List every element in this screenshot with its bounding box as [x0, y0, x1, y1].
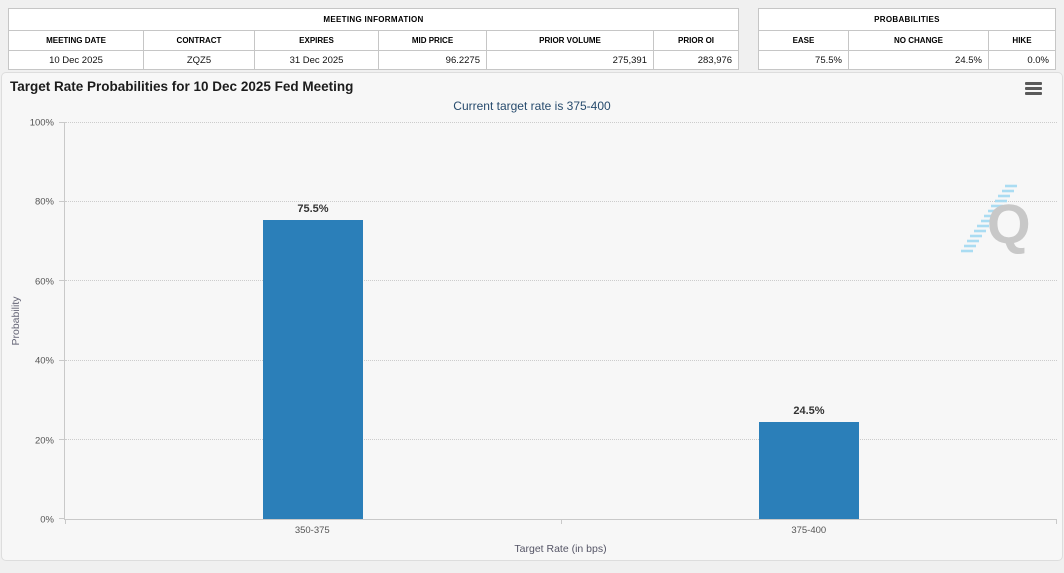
y-tick-label: 60%	[34, 276, 54, 288]
chart-subtitle: Current target rate is 375-400	[453, 99, 611, 113]
bar-value-label: 24.5%	[793, 404, 825, 417]
y-tick-label: 20%	[34, 435, 54, 447]
mid-price-value: 96.2275	[378, 50, 487, 70]
meeting-information-table: MEETING INFORMATION MEETING DATE CONTRAC…	[7, 8, 740, 70]
prior-volume-value: 275,391	[486, 50, 654, 70]
watermark-q-icon: Q	[961, 184, 1031, 255]
y-axis-tick	[59, 280, 65, 282]
col-header-meeting-date: MEETING DATE	[8, 30, 144, 51]
y-axis-tick	[59, 201, 65, 203]
gridline	[65, 280, 1057, 282]
chart-card: Target Rate Probabilities for 10 Dec 202…	[1, 72, 1063, 561]
table-row: 75.5% 24.5% 0.0%	[757, 50, 1057, 70]
chart-context-menu-button[interactable]	[1025, 82, 1042, 95]
hamburger-icon	[1025, 92, 1042, 95]
ease-value: 75.5%	[757, 50, 849, 70]
col-header-no-change: NO CHANGE	[847, 30, 989, 51]
bar[interactable]	[759, 421, 859, 519]
meeting-date-value: 10 Dec 2025	[8, 50, 144, 70]
meeting-information-title: MEETING INFORMATION	[7, 8, 740, 31]
col-header-ease: EASE	[757, 30, 849, 51]
bar[interactable]	[263, 220, 363, 519]
y-tick-label: 40%	[34, 355, 54, 367]
hike-value: 0.0%	[987, 50, 1057, 70]
contract-value: ZQZ5	[143, 50, 255, 70]
x-axis-tick	[65, 519, 66, 524]
x-axis-title: Target Rate (in bps)	[514, 543, 607, 555]
col-header-hike: HIKE	[987, 30, 1057, 51]
gridline	[65, 359, 1057, 361]
expires-value: 31 Dec 2025	[254, 50, 379, 70]
col-header-contract: CONTRACT	[143, 30, 255, 51]
col-header-prior-volume: PRIOR VOLUME	[486, 30, 654, 51]
col-header-prior-oi: PRIOR OI	[652, 30, 740, 51]
col-header-expires: EXPIRES	[254, 30, 379, 51]
col-header-mid-price: MID PRICE	[378, 30, 487, 51]
y-tick-label: 0%	[40, 514, 54, 526]
prior-oi-value: 283,976	[652, 50, 740, 70]
probabilities-table: PROBABILITIES EASE NO CHANGE HIKE 75.5% …	[757, 8, 1057, 70]
y-axis-tick	[59, 438, 65, 440]
gridline	[65, 438, 1057, 440]
y-tick-label: 80%	[34, 196, 54, 208]
hamburger-icon	[1025, 82, 1042, 85]
gridline	[65, 122, 1057, 123]
x-axis-tick	[561, 519, 562, 524]
y-axis-tick	[59, 122, 65, 123]
chart-title: Target Rate Probabilities for 10 Dec 202…	[10, 79, 354, 94]
y-axis-labels: 0% 20% 40% 60% 80% 100%	[2, 118, 54, 526]
no-change-value: 24.5%	[847, 50, 989, 70]
probabilities-title: PROBABILITIES	[757, 8, 1057, 31]
x-axis-labels: 350-375 375-400	[64, 525, 1057, 539]
y-tick-label: 100%	[29, 117, 54, 129]
y-axis-tick	[59, 359, 65, 361]
hamburger-icon	[1025, 87, 1042, 90]
y-axis-tick	[59, 518, 65, 519]
table-row: 10 Dec 2025 ZQZ5 31 Dec 2025 96.2275 275…	[8, 50, 740, 70]
x-tick-label: 350-375	[294, 525, 330, 536]
plot-area: 75.5% 24.5% Q	[59, 122, 1057, 524]
x-axis-tick	[1056, 519, 1057, 524]
top-bar: MEETING INFORMATION MEETING DATE CONTRAC…	[7, 8, 1057, 70]
x-tick-label: 375-400	[791, 525, 827, 536]
bar-value-label: 75.5%	[297, 203, 329, 216]
gridline	[65, 201, 1057, 203]
